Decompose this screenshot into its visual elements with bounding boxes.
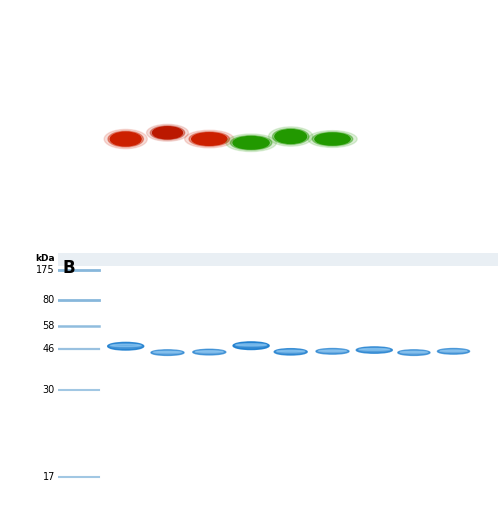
Ellipse shape: [236, 344, 266, 346]
Ellipse shape: [108, 342, 144, 350]
Ellipse shape: [226, 134, 276, 152]
Ellipse shape: [110, 344, 141, 346]
Ellipse shape: [192, 133, 227, 145]
Ellipse shape: [272, 129, 309, 145]
Text: 8: 8: [410, 20, 418, 33]
Text: 6: 6: [329, 20, 336, 33]
Text: 2: 2: [164, 20, 171, 33]
Ellipse shape: [400, 351, 427, 353]
Ellipse shape: [189, 132, 230, 146]
Text: 7: 7: [370, 20, 378, 33]
Text: 3: 3: [206, 20, 213, 33]
Ellipse shape: [440, 350, 467, 352]
Ellipse shape: [318, 350, 346, 352]
Text: kDa: kDa: [36, 253, 55, 263]
Ellipse shape: [152, 127, 182, 139]
Ellipse shape: [154, 351, 182, 353]
Text: 1: 1: [122, 20, 130, 33]
Text: 4: 4: [248, 20, 255, 33]
Ellipse shape: [312, 132, 352, 146]
Ellipse shape: [233, 136, 269, 149]
Text: 58: 58: [42, 321, 55, 331]
Ellipse shape: [359, 349, 390, 351]
Ellipse shape: [398, 350, 430, 356]
Ellipse shape: [233, 342, 269, 350]
Ellipse shape: [274, 349, 307, 355]
Text: 30: 30: [43, 385, 55, 394]
Ellipse shape: [308, 131, 357, 148]
Ellipse shape: [276, 350, 304, 352]
Ellipse shape: [196, 351, 224, 353]
Text: A: A: [63, 9, 76, 27]
Ellipse shape: [146, 124, 188, 141]
Ellipse shape: [184, 130, 234, 148]
Ellipse shape: [108, 131, 144, 147]
Ellipse shape: [316, 349, 349, 354]
Ellipse shape: [150, 126, 184, 140]
Text: M: M: [81, 20, 91, 33]
Bar: [58, 253, 498, 266]
Text: 9: 9: [450, 20, 457, 33]
Ellipse shape: [110, 132, 141, 146]
Text: 175: 175: [36, 265, 55, 274]
Text: 17: 17: [42, 472, 55, 481]
Text: 46: 46: [43, 344, 55, 354]
Ellipse shape: [438, 349, 470, 354]
Ellipse shape: [193, 350, 226, 355]
Ellipse shape: [275, 130, 306, 144]
Ellipse shape: [356, 347, 392, 353]
Text: 5: 5: [287, 20, 294, 33]
Ellipse shape: [268, 127, 313, 146]
Ellipse shape: [315, 133, 350, 145]
Ellipse shape: [151, 350, 184, 356]
Text: B: B: [63, 260, 76, 277]
Ellipse shape: [230, 135, 272, 150]
Text: 80: 80: [43, 295, 55, 305]
Ellipse shape: [104, 129, 148, 149]
